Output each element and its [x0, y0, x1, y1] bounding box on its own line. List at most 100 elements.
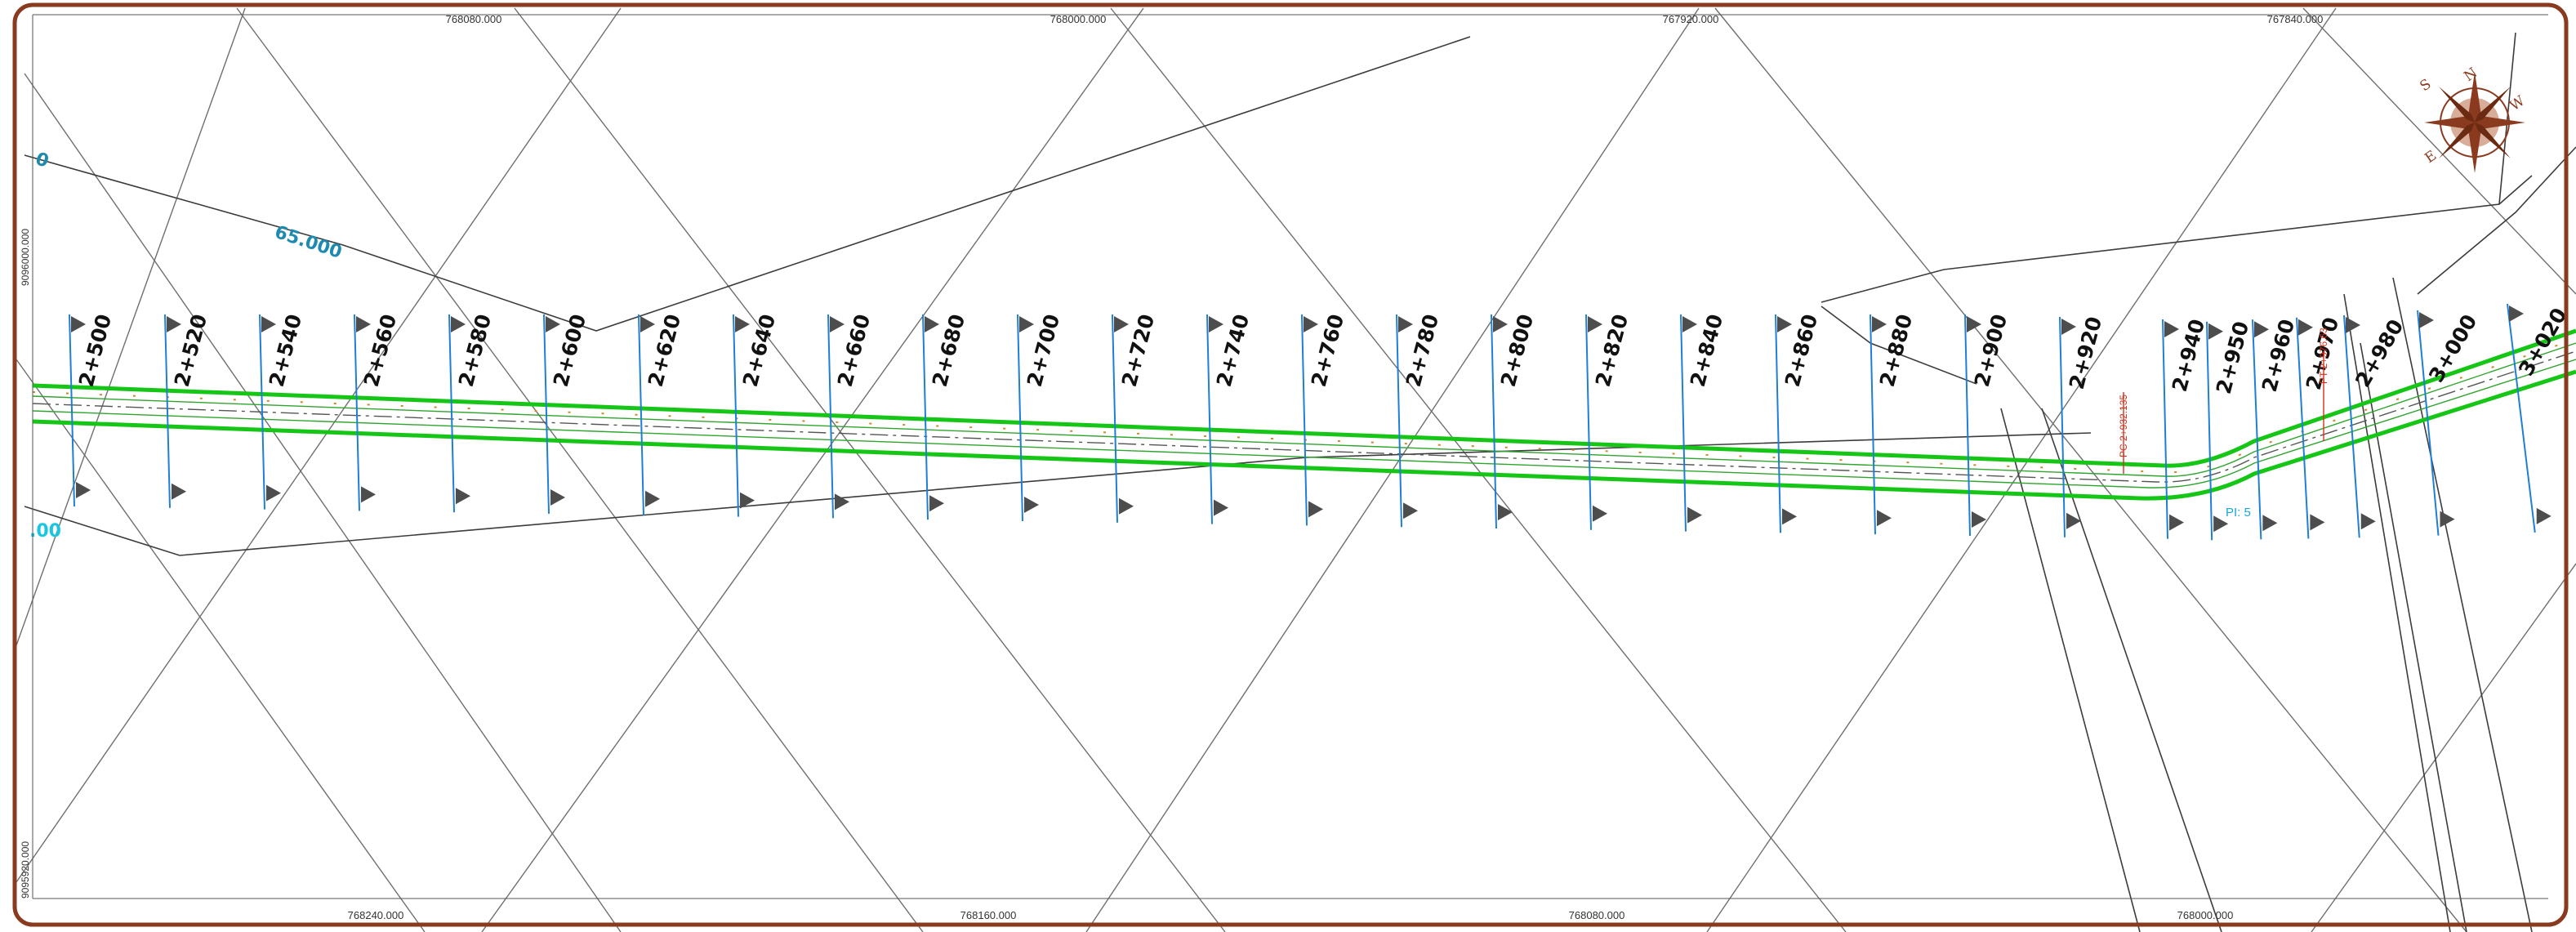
section-arrow-top: [735, 316, 750, 332]
section-line: [638, 314, 644, 515]
section-line: [543, 314, 550, 515]
section-line: [1206, 314, 1213, 524]
section-arrow-bottom: [550, 489, 565, 506]
section-arrow-top: [1682, 316, 1697, 332]
section-line: [2417, 310, 2440, 536]
road-alignment: [32, 328, 2576, 501]
coord-top-3: 767840.000: [2267, 13, 2324, 25]
section-arrow-top: [1114, 316, 1129, 332]
section-line: [1396, 314, 1402, 528]
section-line: [1017, 314, 1023, 522]
section-line: [2252, 319, 2262, 540]
section-arrow-top: [2346, 317, 2360, 333]
road-lane-upper: [32, 342, 2576, 477]
section-line: [164, 314, 171, 508]
coord-bottom-0: 768240.000: [348, 909, 404, 921]
coord-bottom-3: 768000.000: [2177, 909, 2234, 921]
section-arrow-top: [261, 316, 276, 332]
section-line: [733, 314, 739, 517]
section-arrow-bottom: [2360, 513, 2376, 530]
section-arrow-top: [1872, 316, 1887, 332]
coord-left-1: 9095920.000: [20, 841, 31, 899]
coord-left-0: 9096000.000: [20, 229, 31, 286]
section-arrow-top: [1019, 316, 1034, 332]
section-arrow-top: [1967, 316, 1981, 332]
section-arrow-bottom: [2169, 514, 2184, 531]
coord-bottom-2: 768080.000: [1569, 909, 1625, 921]
section-line: [69, 314, 75, 507]
coord-top-2: 767920.000: [1663, 13, 1719, 25]
section-arrow-top: [1588, 316, 1602, 332]
coord-top-1: 768000.000: [1050, 13, 1107, 25]
section-arrow-bottom: [1687, 506, 1702, 524]
section-line: [1585, 314, 1592, 530]
road-edge-upper: [32, 328, 2576, 468]
road-edge-lower: [32, 369, 2576, 501]
section-arrow-bottom: [1877, 510, 1892, 527]
section-arrow-bottom: [1308, 501, 1323, 518]
section-line: [448, 314, 455, 513]
section-arrow-top: [71, 316, 86, 332]
section-arrow-top: [1304, 316, 1318, 332]
section-arrow-top: [1777, 316, 1792, 332]
section-arrow-top: [546, 316, 560, 332]
section-arrow-bottom: [1119, 497, 1134, 515]
section-arrow-bottom: [835, 493, 849, 511]
pi-annotation: PI: 5: [2226, 506, 2251, 520]
section-line: [259, 314, 265, 510]
section-line: [2296, 317, 2310, 539]
section-line: [2507, 303, 2536, 533]
section-arrow-bottom: [1024, 497, 1039, 513]
section-arrow-top: [1209, 316, 1223, 332]
coord-bottom-1: 768160.000: [960, 909, 1017, 921]
road-lane-lower: [32, 359, 2576, 488]
section-arrow-top: [451, 316, 466, 332]
section-arrow-top: [2208, 323, 2223, 340]
section-line: [1680, 314, 1687, 532]
section-arrow-bottom: [2440, 511, 2455, 528]
coord-top-0: 768080.000: [446, 13, 502, 25]
section-arrow-bottom: [929, 495, 944, 512]
section-line: [2059, 316, 2066, 537]
pt-annotation: PT 2+976.63: [2318, 328, 2329, 384]
section-line: [1301, 314, 1308, 526]
section-arrow-bottom: [1498, 504, 1513, 520]
section-arrow-top: [640, 316, 655, 332]
coordinate-labels: 768080.000 768000.000 767920.000 767840.000…: [20, 13, 2323, 921]
section-arrow-top: [1493, 316, 1508, 332]
section-arrow-bottom: [1972, 511, 1986, 528]
section-arrow-top: [1398, 316, 1413, 332]
section-arrow-bottom: [361, 486, 376, 503]
section-arrow-bottom: [1782, 508, 1797, 525]
section-arrow-bottom: [2310, 514, 2325, 531]
road-centerline: [32, 350, 2576, 483]
section-arrow-top: [2061, 319, 2076, 335]
section-arrow-bottom: [2262, 515, 2278, 532]
section-line: [2343, 314, 2360, 538]
section-arrow-bottom: [2213, 515, 2229, 533]
section-arrow-top: [2419, 312, 2434, 328]
section-line: [2162, 319, 2168, 539]
section-arrow-bottom: [2536, 507, 2551, 524]
section-line: [2206, 321, 2213, 541]
section-arrow-top: [2254, 321, 2269, 338]
section-line: [1870, 314, 1876, 535]
pc-annotation: PC 2+932.135: [2118, 395, 2129, 457]
section-arrow-top: [830, 316, 845, 332]
curve-annotations: PC 2+932.135 PT 2+976.63 PI: 5: [2118, 328, 2329, 520]
section-arrow-bottom: [76, 482, 91, 498]
section-arrow-top: [925, 316, 939, 332]
section-arrow-bottom: [2066, 512, 2081, 529]
cross-section-2+960: 2+960: [2252, 317, 2299, 540]
section-arrow-bottom: [1593, 505, 1607, 522]
section-arrow-bottom: [172, 483, 186, 500]
section-line: [354, 314, 360, 511]
section-arrow-top: [356, 316, 371, 332]
section-line: [1491, 314, 1497, 529]
section-line: [1112, 314, 1118, 523]
section-arrow-bottom: [266, 484, 281, 502]
drawing-frame: [12, 2, 2569, 927]
section-line: [922, 314, 929, 520]
section-arrow-bottom: [1214, 499, 1228, 516]
